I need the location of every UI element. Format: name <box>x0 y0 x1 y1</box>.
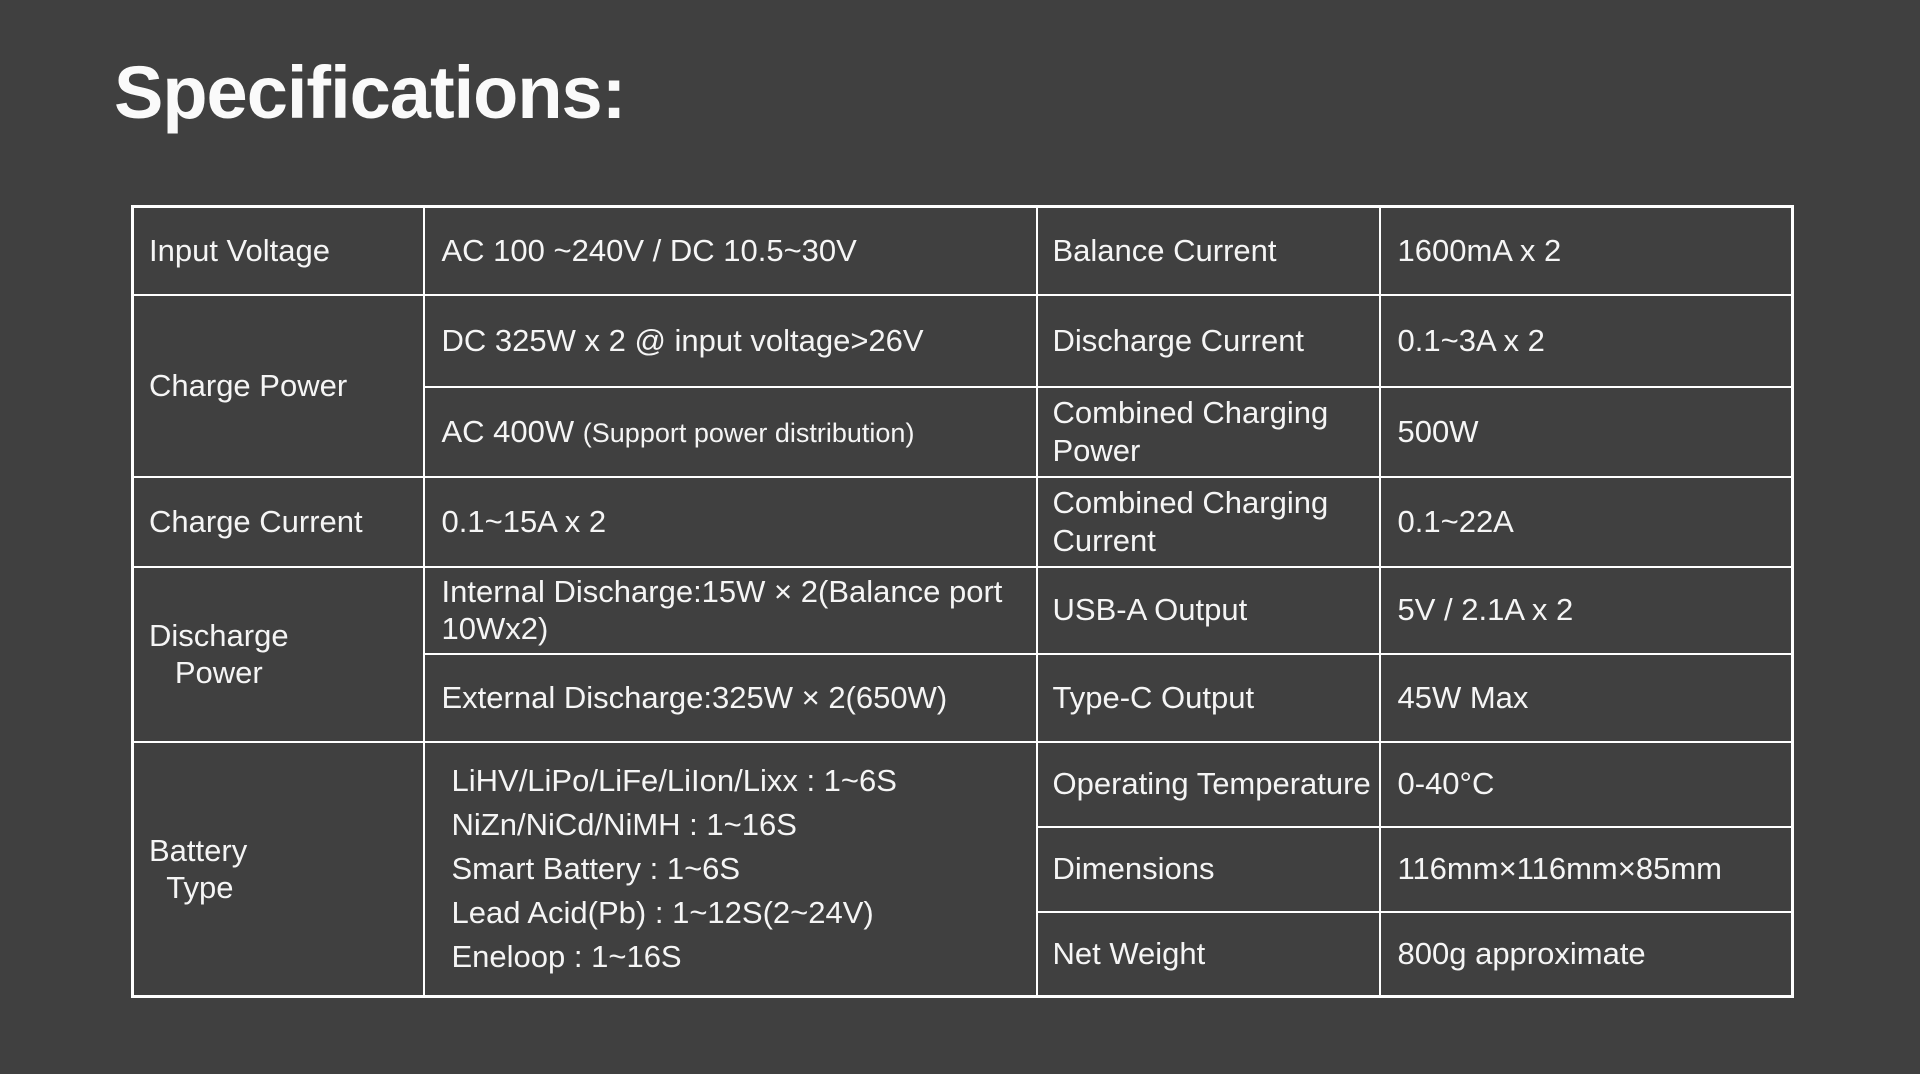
charge-power-label: Charge Power <box>131 293 425 478</box>
dimensions-value: 116mm×116mm×85mm <box>1378 825 1794 913</box>
discharge-current-value: 0.1~3A x 2 <box>1378 293 1794 388</box>
dimensions-label: Dimensions <box>1035 825 1381 913</box>
charge-current-value: 0.1~15A x 2 <box>422 475 1038 568</box>
usb-a-output-value: 5V / 2.1A x 2 <box>1378 565 1794 655</box>
combined-charging-power-label: Combined Charging Power <box>1035 385 1381 478</box>
balance-current-value: 1600mA x 2 <box>1378 205 1794 296</box>
combined-charging-current-value: 0.1~22A <box>1378 475 1794 568</box>
page-title: Specifications: <box>114 51 626 134</box>
charge-power-ac-value: AC 400W (Support power distribution) <box>422 385 1038 478</box>
specs-table: Input Voltage AC 100 ~240V / DC 10.5~30V… <box>131 205 1794 998</box>
table-row: Battery Type LiHV/LiPo/LiFe/LiIon/Lixx :… <box>131 740 1794 998</box>
discharge-power-internal-value: Internal Discharge:15W × 2(Balance port … <box>422 565 1038 655</box>
table-row: Charge Power DC 325W x 2 @ input voltage… <box>131 293 1794 478</box>
type-c-output-value: 45W Max <box>1378 652 1794 743</box>
table-row: External Discharge:325W × 2(650W) Type-C… <box>133 652 1794 743</box>
battery-type-label: Battery Type <box>131 740 425 998</box>
charge-power-ac-note: (Support power distribution) <box>582 417 915 448</box>
table-row: Discharge Power Internal Discharge:15W ×… <box>131 565 1794 743</box>
operating-temperature-value: 0-40°C <box>1378 740 1794 828</box>
usb-a-output-label: USB-A Output <box>1035 565 1381 655</box>
operating-temperature-label: Operating Temperature <box>1035 740 1381 828</box>
type-c-output-label: Type-C Output <box>1035 652 1381 743</box>
table-row: Net Weight 800g approximate <box>133 910 1794 998</box>
combined-charging-power-value: 500W <box>1378 385 1794 478</box>
discharge-power-external-value: External Discharge:325W × 2(650W) <box>422 652 1038 743</box>
table-row: AC 400W (Support power distribution) Com… <box>133 385 1794 478</box>
table-row: Charge Current 0.1~15A x 2 Combined Char… <box>131 475 1794 568</box>
charge-current-label: Charge Current <box>131 475 425 568</box>
table-row: Input Voltage AC 100 ~240V / DC 10.5~30V… <box>131 205 1794 296</box>
net-weight-label: Net Weight <box>1035 910 1381 998</box>
balance-current-label: Balance Current <box>1035 205 1381 296</box>
combined-charging-current-label: Combined Charging Current <box>1035 475 1381 568</box>
net-weight-value: 800g approximate <box>1378 910 1794 998</box>
charge-power-dc-value: DC 325W x 2 @ input voltage>26V <box>422 293 1038 388</box>
battery-type-value: LiHV/LiPo/LiFe/LiIon/Lixx : 1~6S NiZn/Ni… <box>422 740 1038 998</box>
discharge-power-label: Discharge Power <box>131 565 425 743</box>
input-voltage-value: AC 100 ~240V / DC 10.5~30V <box>422 205 1038 296</box>
input-voltage-label: Input Voltage <box>131 205 425 296</box>
table-row: Dimensions 116mm×116mm×85mm <box>133 825 1794 913</box>
discharge-current-label: Discharge Current <box>1035 293 1381 388</box>
charge-power-ac-main: AC 400W <box>441 413 583 449</box>
